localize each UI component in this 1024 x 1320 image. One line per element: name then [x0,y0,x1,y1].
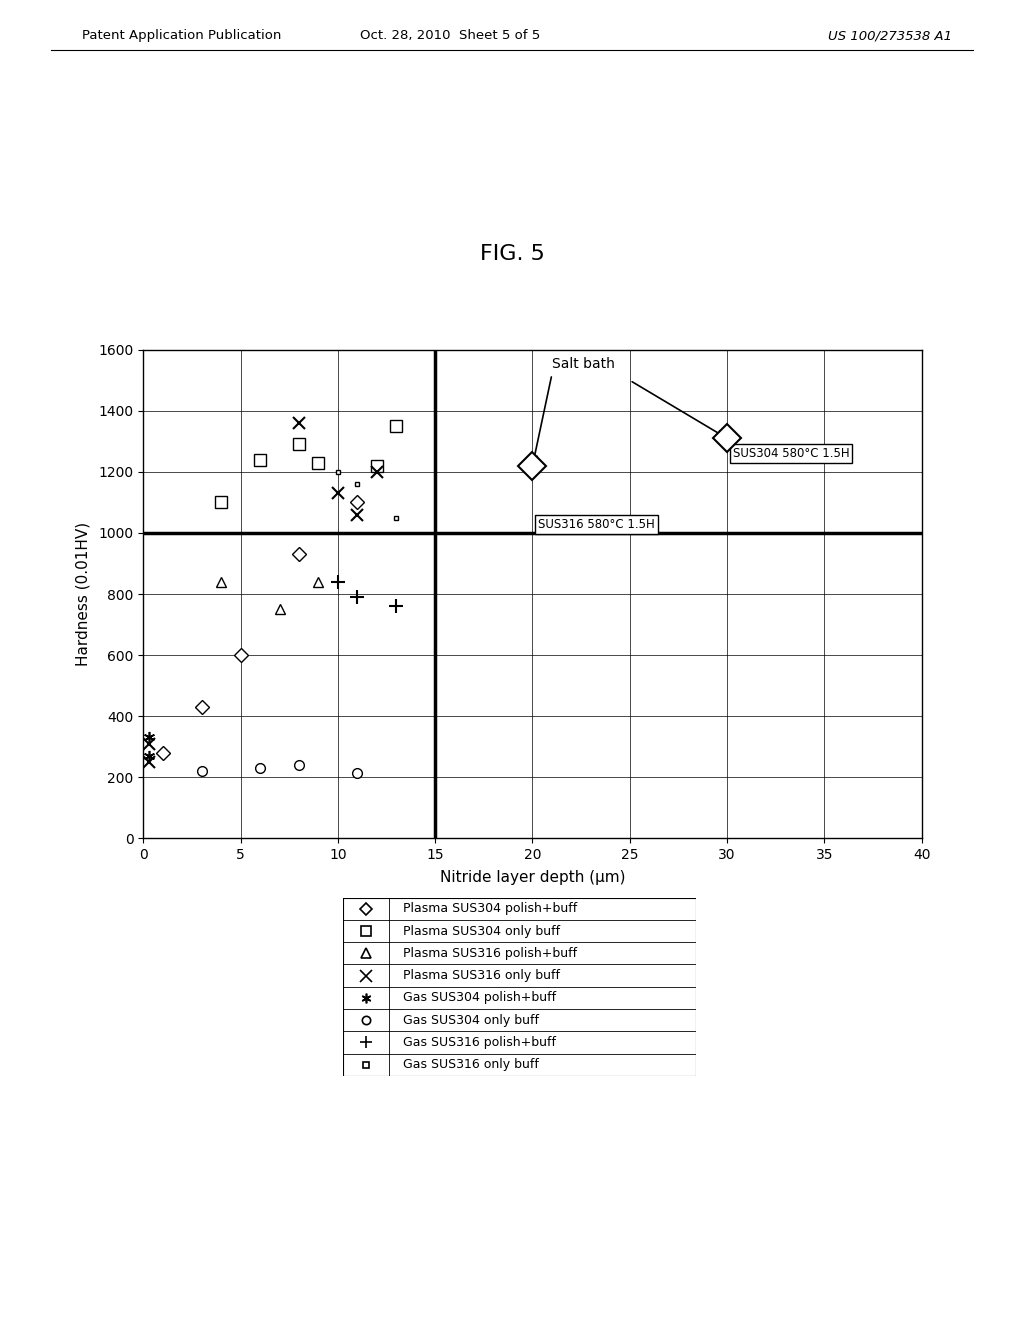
Text: Gas SUS316 polish+buff: Gas SUS316 polish+buff [403,1036,556,1049]
Y-axis label: Hardness (0.01HV): Hardness (0.01HV) [75,521,90,667]
Text: Salt bath: Salt bath [552,358,614,371]
Text: Oct. 28, 2010  Sheet 5 of 5: Oct. 28, 2010 Sheet 5 of 5 [360,29,541,42]
Text: Gas SUS316 only buff: Gas SUS316 only buff [403,1059,539,1071]
Text: Gas SUS304 polish+buff: Gas SUS304 polish+buff [403,991,556,1005]
Text: Plasma SUS304 polish+buff: Plasma SUS304 polish+buff [403,903,578,915]
Text: SUS316 580°C 1.5H: SUS316 580°C 1.5H [539,517,655,531]
Text: FIG. 5: FIG. 5 [479,244,545,264]
Text: US 100/273538 A1: US 100/273538 A1 [828,29,952,42]
Text: SUS304 580°C 1.5H: SUS304 580°C 1.5H [733,447,850,461]
Text: Plasma SUS316 only buff: Plasma SUS316 only buff [403,969,560,982]
Text: Plasma SUS316 polish+buff: Plasma SUS316 polish+buff [403,946,578,960]
X-axis label: Nitride layer depth (μm): Nitride layer depth (μm) [439,870,626,886]
Text: Plasma SUS304 only buff: Plasma SUS304 only buff [403,924,560,937]
Text: Gas SUS304 only buff: Gas SUS304 only buff [403,1014,539,1027]
Text: Patent Application Publication: Patent Application Publication [82,29,282,42]
